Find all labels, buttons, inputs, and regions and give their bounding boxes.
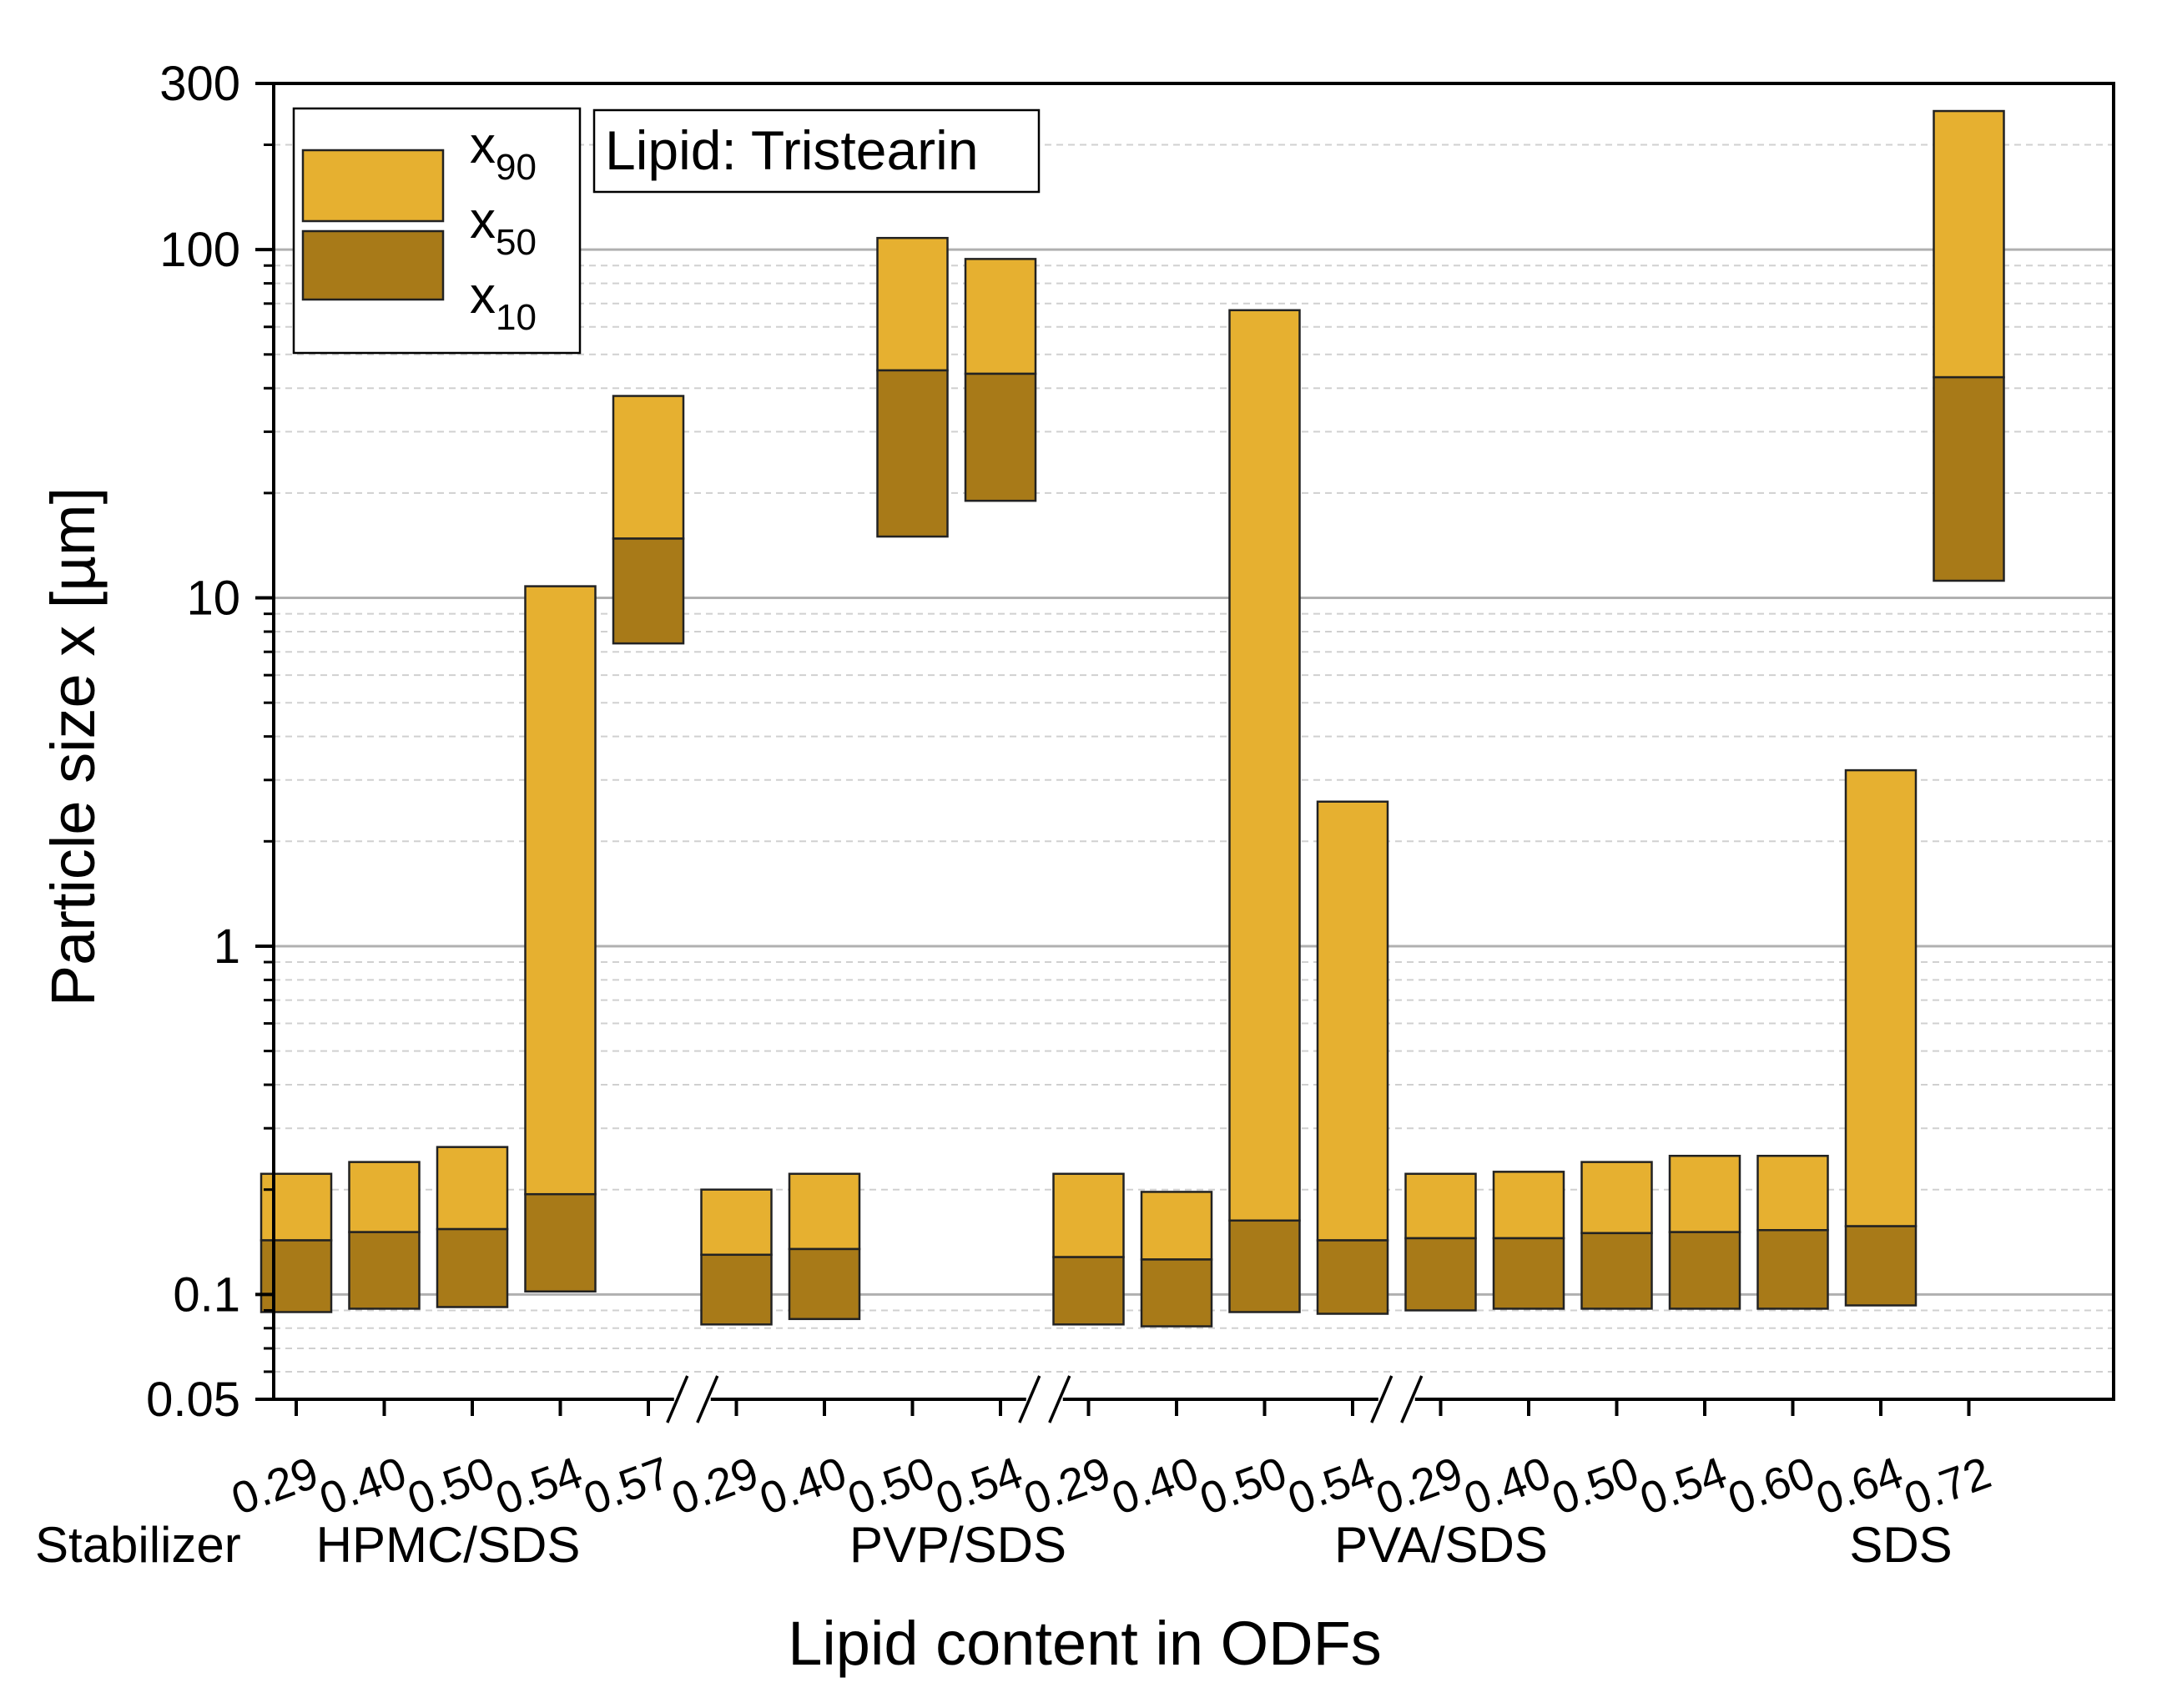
legend-x10-base: x (470, 267, 496, 325)
legend-swatch-x50 (301, 229, 445, 301)
bar-lower-x10-x50 (788, 1247, 861, 1321)
bar-upper-x50-x90 (1580, 1161, 1653, 1235)
bar-upper-x50-x90 (1844, 768, 1918, 1227)
bar-upper-x50-x90 (436, 1146, 509, 1231)
annotation-text: Lipid: Tristearin (605, 119, 979, 181)
annotation-box: Lipid: Tristearin (592, 108, 1041, 194)
bar-upper-x50-x90 (1668, 1155, 1741, 1233)
x-axis-title: Lipid content in ODFs (788, 1609, 1382, 1678)
bar-lower-x10-x50 (1052, 1256, 1125, 1326)
bar-upper-x50-x90 (788, 1172, 861, 1251)
group-label: PVP/SDS (849, 1517, 1066, 1573)
bar-lower-x10-x50 (1404, 1237, 1477, 1312)
legend-label-x50: x50 (470, 192, 537, 263)
legend-swatch-x90 (301, 149, 445, 223)
legend-label-x90: x90 (470, 117, 537, 188)
axis-break-mark (666, 1375, 689, 1423)
bar-lower-x10-x50 (1933, 375, 2005, 582)
bar-lower-x10-x50 (1140, 1258, 1213, 1328)
bar-upper-x50-x90 (964, 258, 1037, 375)
bar-lower-x10-x50 (964, 372, 1037, 502)
y-tick-label: 10 (186, 572, 240, 626)
bar-lower-x10-x50 (1668, 1231, 1741, 1310)
bar-upper-x50-x90 (260, 1172, 333, 1242)
bar-upper-x50-x90 (1228, 309, 1301, 1222)
bar-lower-x10-x50 (1492, 1237, 1565, 1310)
bar-upper-x50-x90 (524, 585, 597, 1196)
bar-lower-x10-x50 (260, 1239, 333, 1313)
bar-upper-x50-x90 (1140, 1191, 1213, 1261)
axis-break-mark (1048, 1375, 1071, 1423)
legend-x90-sub: 90 (496, 147, 537, 188)
legend-x90-base: x (470, 117, 496, 174)
legend: x90 x50 x10 (292, 107, 582, 355)
bar-lower-x10-x50 (348, 1231, 421, 1310)
y-axis-title: Particle size x [µm] (38, 487, 108, 1006)
bar-upper-x50-x90 (1404, 1172, 1477, 1240)
axis-break-mark (1370, 1375, 1393, 1423)
bar-upper-x50-x90 (1756, 1155, 1829, 1232)
stabilizer-label: Stabilizer (35, 1517, 241, 1573)
bar-lower-x10-x50 (1844, 1225, 1918, 1307)
bar-lower-x10-x50 (1756, 1229, 1829, 1310)
legend-x10-sub: 10 (496, 297, 537, 338)
legend-x50-sub: 50 (496, 222, 537, 263)
y-tick-label: 1 (214, 919, 240, 974)
bar-upper-x50-x90 (1933, 109, 2005, 379)
y-tick-label: 0.1 (173, 1267, 240, 1322)
axis-break-mark (696, 1375, 719, 1423)
legend-label-x10: x10 (470, 267, 537, 338)
annotation-frame (592, 108, 1041, 194)
bars-layer (260, 109, 2005, 1328)
bar-lower-x10-x50 (876, 369, 949, 538)
axis-break-mark (1018, 1375, 1041, 1423)
bar-lower-x10-x50 (436, 1227, 509, 1308)
bar-upper-x50-x90 (1492, 1171, 1565, 1240)
bar-lower-x10-x50 (700, 1253, 773, 1326)
bar-upper-x50-x90 (1316, 800, 1389, 1242)
bar-upper-x50-x90 (348, 1161, 421, 1233)
y-tick-label: 300 (159, 57, 240, 111)
bar-upper-x50-x90 (876, 236, 949, 372)
bar-lower-x10-x50 (1316, 1239, 1389, 1315)
bar-lower-x10-x50 (1228, 1219, 1301, 1313)
axis-break-mark (1400, 1375, 1424, 1423)
bar-lower-x10-x50 (1580, 1232, 1653, 1310)
legend-x50-base: x (470, 192, 496, 249)
y-tick-label: 0.05 (146, 1373, 240, 1427)
bar-upper-x50-x90 (700, 1188, 773, 1257)
group-label: PVA/SDS (1334, 1517, 1548, 1573)
group-label: SDS (1849, 1517, 1952, 1573)
bar-lower-x10-x50 (524, 1192, 597, 1293)
bar-upper-x50-x90 (612, 395, 685, 540)
bar-upper-x50-x90 (1052, 1172, 1125, 1258)
y-tick-label: 100 (159, 223, 240, 277)
group-labels: HPMC/SDS PVP/SDS PVA/SDS SDS (316, 1517, 1953, 1573)
plot-frame (272, 82, 2115, 1401)
group-label: HPMC/SDS (316, 1517, 581, 1573)
bar-lower-x10-x50 (612, 537, 685, 645)
